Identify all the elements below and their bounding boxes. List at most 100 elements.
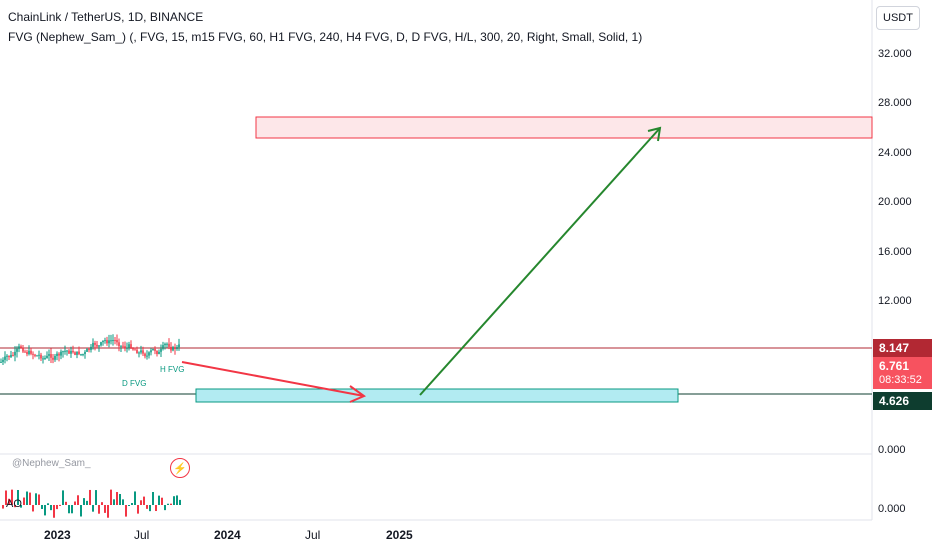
price-tick: 0.000 (878, 444, 906, 456)
candle-body (38, 354, 40, 356)
candle-body (58, 353, 60, 356)
ao-bar (80, 505, 82, 517)
candle-body (74, 352, 76, 355)
candle-body (172, 347, 174, 351)
candle-body (16, 348, 18, 352)
candle-body (162, 345, 164, 349)
currency-button[interactable]: USDT (876, 6, 920, 30)
price-tick: 24.000 (878, 147, 912, 159)
ao-bar (176, 495, 178, 505)
indicator-legend[interactable]: FVG (Nephew_Sam_) (, FVG, 15, m15 FVG, 6… (8, 30, 643, 44)
candle-body (152, 348, 154, 351)
ao-bar (23, 497, 25, 505)
candle-body (80, 354, 82, 356)
ao-bar (68, 505, 70, 514)
ao-bar (107, 505, 109, 518)
ao-bar (50, 505, 52, 511)
candle-body (120, 345, 122, 347)
candle-body (30, 350, 32, 354)
candle-body (84, 351, 86, 355)
bolt-icon[interactable]: ⚡ (170, 458, 190, 478)
ao-bar (59, 504, 61, 506)
candle-body (156, 350, 158, 355)
candle-body (114, 340, 116, 341)
ao-bar (71, 505, 73, 514)
candle-body (130, 344, 132, 349)
ao-bar (8, 498, 10, 505)
candle-body (100, 342, 102, 346)
candle-body (158, 351, 160, 355)
candle-body (44, 357, 46, 359)
candle-body (28, 350, 30, 355)
ao-bar (5, 490, 7, 505)
candle-body (12, 354, 14, 356)
candle-body (8, 355, 10, 358)
ao-bar (11, 489, 13, 505)
ao-bar (95, 490, 97, 505)
ao-bar (140, 500, 142, 505)
candle-body (102, 340, 104, 343)
ao-bar (2, 505, 4, 509)
candle-body (140, 350, 142, 353)
candle-body (0, 361, 2, 363)
ao-bar (41, 505, 43, 509)
candle-body (50, 354, 52, 358)
symbol-title[interactable]: ChainLink / TetherUS, 1D, BINANCE (8, 10, 204, 24)
candle-body (66, 350, 68, 352)
ao-bar (101, 502, 103, 505)
candle-body (34, 354, 36, 356)
ao-bar (35, 493, 37, 505)
candle-body (52, 357, 54, 360)
ao-bar (134, 491, 136, 505)
candle-body (118, 342, 120, 347)
candle-body (168, 343, 170, 347)
arrow-down-drawing (181, 361, 367, 403)
ao-bar (116, 492, 118, 505)
candle-body (134, 349, 136, 351)
candle-body (104, 340, 106, 342)
candle-body (112, 340, 114, 341)
price-candles (0, 334, 180, 365)
ao-bar (110, 489, 112, 505)
candle-body (110, 340, 112, 342)
candle-body (90, 346, 92, 350)
candle-body (86, 348, 88, 352)
candle-body (88, 348, 90, 350)
candle-body (96, 344, 98, 347)
candle-body (176, 347, 178, 349)
candle-body (22, 347, 24, 352)
candle-body (154, 348, 156, 351)
candle-body (108, 340, 110, 344)
ao-bar (143, 496, 145, 505)
ao-bar (125, 505, 127, 517)
ao-bar (77, 495, 79, 505)
candle-body (178, 344, 180, 348)
resistance-price-label: 8.147 (873, 339, 932, 357)
ao-indicator-label[interactable]: AO (6, 498, 22, 510)
price-tick: 20.000 (878, 196, 912, 208)
ao-bar (167, 503, 169, 505)
ao-bar (53, 505, 55, 518)
ao-axis-tick: 0.000 (878, 503, 906, 515)
ao-bar (104, 505, 106, 513)
ao-bar (173, 496, 175, 505)
candle-body (82, 354, 84, 356)
candle-body (126, 347, 128, 349)
current-price-value: 6.761 (879, 359, 910, 373)
ao-bar (86, 500, 88, 505)
candle-body (14, 351, 16, 356)
candle-body (124, 346, 126, 349)
candle-body (92, 342, 94, 347)
ao-bar (32, 505, 34, 512)
fvg-tag-mid: H FVG (160, 365, 184, 374)
candle-body (60, 351, 62, 356)
candle-body (46, 355, 48, 358)
ao-bar (83, 498, 85, 505)
candle-body (106, 340, 108, 344)
ao-bar (20, 505, 22, 508)
candle-body (70, 350, 72, 354)
candle-body (18, 346, 20, 349)
ao-bar (152, 492, 154, 505)
ao-bar (98, 505, 100, 514)
